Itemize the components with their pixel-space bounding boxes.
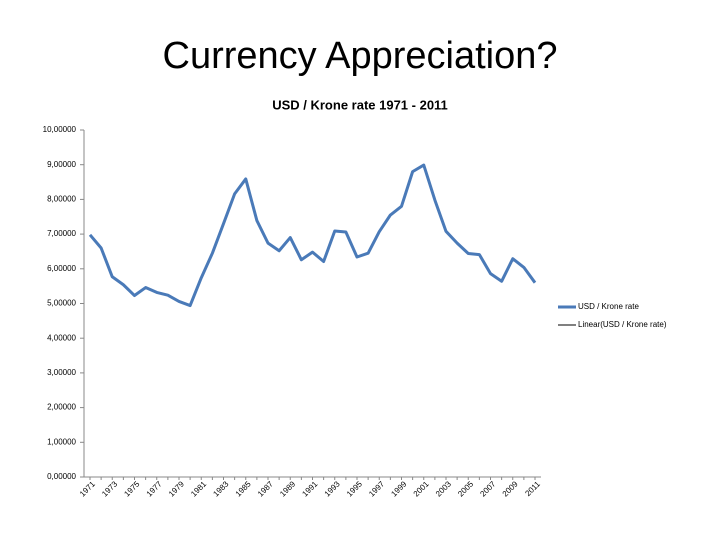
legend-label: Linear(USD / Krone rate) — [578, 320, 667, 329]
x-tick-label: 1977 — [145, 479, 164, 498]
x-tick-label: 2011 — [523, 479, 542, 498]
x-tick-label: 1985 — [234, 479, 253, 498]
y-tick-label: 10,00000 — [43, 125, 77, 134]
data-line — [88, 163, 537, 308]
slide-title: Currency Appreciation? — [163, 35, 558, 77]
y-tick-label: 6,00000 — [47, 264, 76, 273]
y-tick-label: 4,00000 — [47, 333, 76, 342]
x-tick-label: 1983 — [211, 479, 230, 498]
legend-label: USD / Krone rate — [578, 302, 639, 311]
x-tick-label: 1989 — [278, 479, 297, 498]
x-tick-label: 2001 — [412, 479, 431, 498]
x-tick-label: 1991 — [300, 479, 319, 498]
y-tick-label: 1,00000 — [47, 437, 76, 446]
y-tick-label: 8,00000 — [47, 195, 76, 204]
y-tick-label: 2,00000 — [47, 403, 76, 412]
x-tick-label: 2003 — [434, 479, 453, 498]
x-tick-label: 1981 — [189, 479, 208, 498]
x-tick-label: 1999 — [389, 479, 408, 498]
y-tick-label: 0,00000 — [47, 472, 76, 481]
x-tick-label: 2005 — [456, 479, 475, 498]
y-tick-label: 7,00000 — [47, 229, 76, 238]
chart-title: USD / Krone rate 1971 - 2011 — [272, 97, 448, 112]
x-tick-label: 2009 — [501, 479, 520, 498]
x-tick-label: 1987 — [256, 479, 275, 498]
x-tick-label: 1995 — [345, 479, 364, 498]
x-tick-label: 1997 — [367, 479, 386, 498]
y-tick-label: 5,00000 — [47, 299, 76, 308]
x-tick-label: 1973 — [100, 479, 119, 498]
x-tick-label: 1993 — [323, 479, 342, 498]
y-tick-label: 9,00000 — [47, 160, 76, 169]
x-tick-label: 1979 — [167, 479, 186, 498]
x-tick-label: 1975 — [122, 479, 141, 498]
y-tick-label: 3,00000 — [47, 368, 76, 377]
x-tick-label: 2007 — [478, 479, 497, 498]
x-tick-label: 1971 — [78, 479, 97, 498]
